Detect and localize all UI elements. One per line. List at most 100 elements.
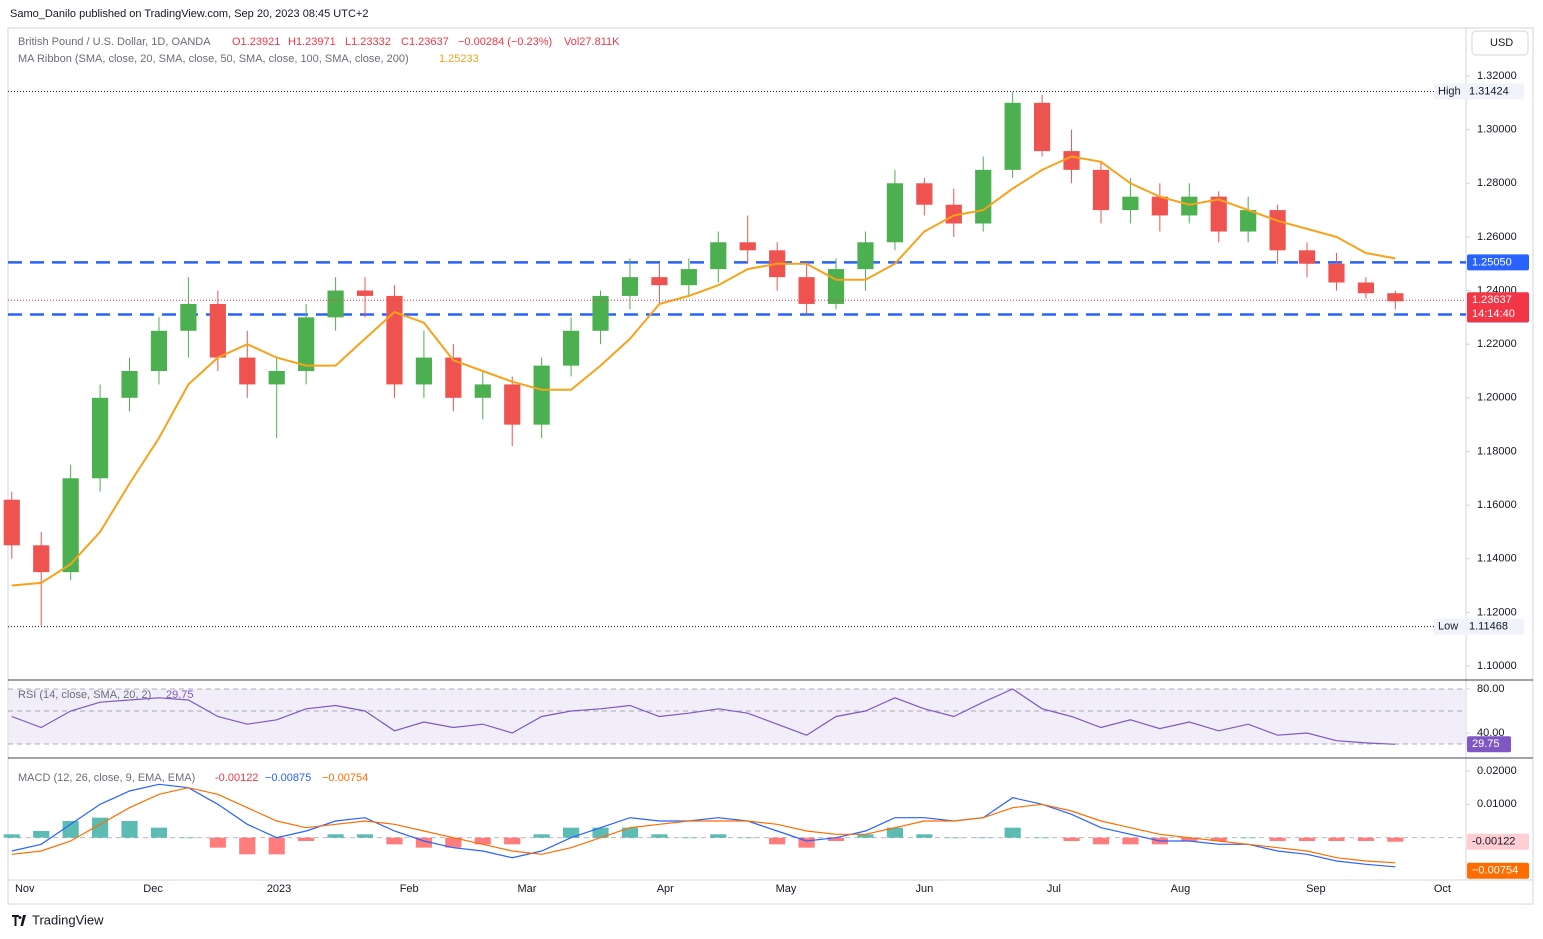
candle-body [857, 242, 874, 270]
histogram-bar [1387, 837, 1404, 842]
x-tick-label: Jun [915, 883, 933, 895]
candle-body [651, 277, 668, 286]
last-price-label: 1.23637 [1472, 294, 1512, 306]
histogram-bar [62, 821, 79, 838]
extreme-tag [1434, 618, 1524, 635]
candle-body [1387, 293, 1404, 302]
y-tick-label: 1.10000 [1477, 660, 1517, 672]
y-tick-label: 1.32000 [1477, 70, 1517, 82]
y-tick-label: 0.01000 [1477, 798, 1517, 810]
candle-body [975, 169, 992, 224]
y-tick-label: 1.18000 [1477, 445, 1517, 457]
moving-average-line [11, 155, 1396, 587]
rsi-line [11, 688, 1396, 745]
extreme-value: 1.11468 [1469, 621, 1508, 633]
signal-tag [1467, 862, 1529, 879]
histogram-bar [180, 837, 197, 839]
volume: Vol27.811K [564, 36, 620, 48]
histogram-bar [1004, 827, 1021, 838]
x-tick-label: Dec [143, 883, 163, 895]
candle-body [680, 269, 697, 286]
candle-body [710, 242, 727, 270]
x-tick-label: Apr [657, 883, 674, 895]
candle-body [916, 183, 933, 205]
ma-name: MA Ribbon (SMA, close, 20, SMA, close, 5… [18, 53, 409, 65]
candle-body [1210, 196, 1227, 232]
histogram-bar [945, 837, 962, 839]
histogram-tag-label: -0.00122 [1472, 836, 1515, 848]
y-tick-label: 0.02000 [1477, 765, 1517, 777]
histogram-bar [739, 837, 756, 839]
histogram-bar [886, 827, 904, 838]
signal-value: −0.00754 [322, 772, 368, 784]
candle-body [268, 371, 285, 385]
histogram-bar [3, 834, 20, 838]
rsi-band [8, 689, 1466, 744]
rsi-value: 29.75 [166, 689, 194, 701]
histogram-bar [857, 834, 874, 838]
histogram-bar [1328, 837, 1345, 841]
currency-button-label[interactable]: USD [1490, 37, 1513, 49]
x-tick-label: Sep [1306, 883, 1326, 895]
candle-body [1034, 102, 1051, 152]
candle-body [91, 397, 109, 479]
candle-body [798, 277, 815, 304]
candle-body [239, 357, 256, 385]
extreme-name: Low [1438, 621, 1458, 633]
candle-body [415, 357, 432, 385]
y-tick-label: 1.26000 [1477, 231, 1517, 243]
histogram-bar [1210, 837, 1227, 841]
candle-body [739, 242, 756, 251]
histogram-bar [474, 837, 491, 845]
candle-body [1063, 151, 1080, 170]
histogram-bar [1269, 837, 1286, 841]
x-tick-label: Aug [1171, 883, 1191, 895]
histogram-bar [268, 837, 285, 855]
histogram-bar [827, 837, 845, 841]
histogram-bar [769, 837, 786, 845]
candle-body [621, 277, 639, 296]
histogram-bar [356, 834, 374, 838]
candle-body [180, 303, 197, 331]
histogram-bar [562, 827, 580, 838]
footer-brand: TradingView [32, 912, 104, 927]
histogram-bar [798, 837, 815, 848]
level-tag [1467, 254, 1529, 271]
rsi-tag-label: 29.75 [1472, 738, 1500, 750]
macd-value: −0.00875 [265, 772, 311, 784]
histogram-bar [327, 834, 344, 838]
macd-line [11, 783, 1396, 868]
histogram-bar [504, 837, 521, 845]
histogram-bar [1240, 837, 1257, 839]
level-tag-label: 1.25050 [1472, 256, 1512, 268]
countdown-label: 14:14:40 [1472, 308, 1515, 320]
currency-button[interactable] [1471, 30, 1529, 56]
candle-body [121, 371, 138, 398]
x-tick-label: May [776, 883, 797, 895]
candle-body [327, 290, 344, 318]
candle-body [1004, 102, 1021, 170]
frame [7, 27, 1534, 905]
histogram-bar [239, 837, 256, 855]
rsi-name: RSI (14, close, SMA, 20, 2) [18, 689, 151, 701]
x-tick-label: Nov [15, 883, 35, 895]
low: L1.23332 [345, 36, 391, 48]
footer-logo [12, 915, 26, 926]
histogram-bar [445, 837, 462, 848]
candle-body [1181, 196, 1198, 216]
histogram-bar [975, 837, 992, 839]
y-tick-label: 1.14000 [1477, 553, 1517, 565]
histogram-bar [298, 837, 315, 841]
candle-body [474, 384, 491, 398]
candle-body [3, 499, 20, 546]
histogram-bar [621, 827, 639, 838]
histogram-bar [150, 827, 168, 838]
x-tick-label: Mar [517, 883, 536, 895]
candle-body [1298, 250, 1316, 264]
histogram-bar [1122, 837, 1139, 845]
histogram-bar [1063, 837, 1080, 841]
histogram-bar [680, 837, 697, 839]
y-tick-label: 80.00 [1477, 683, 1505, 695]
